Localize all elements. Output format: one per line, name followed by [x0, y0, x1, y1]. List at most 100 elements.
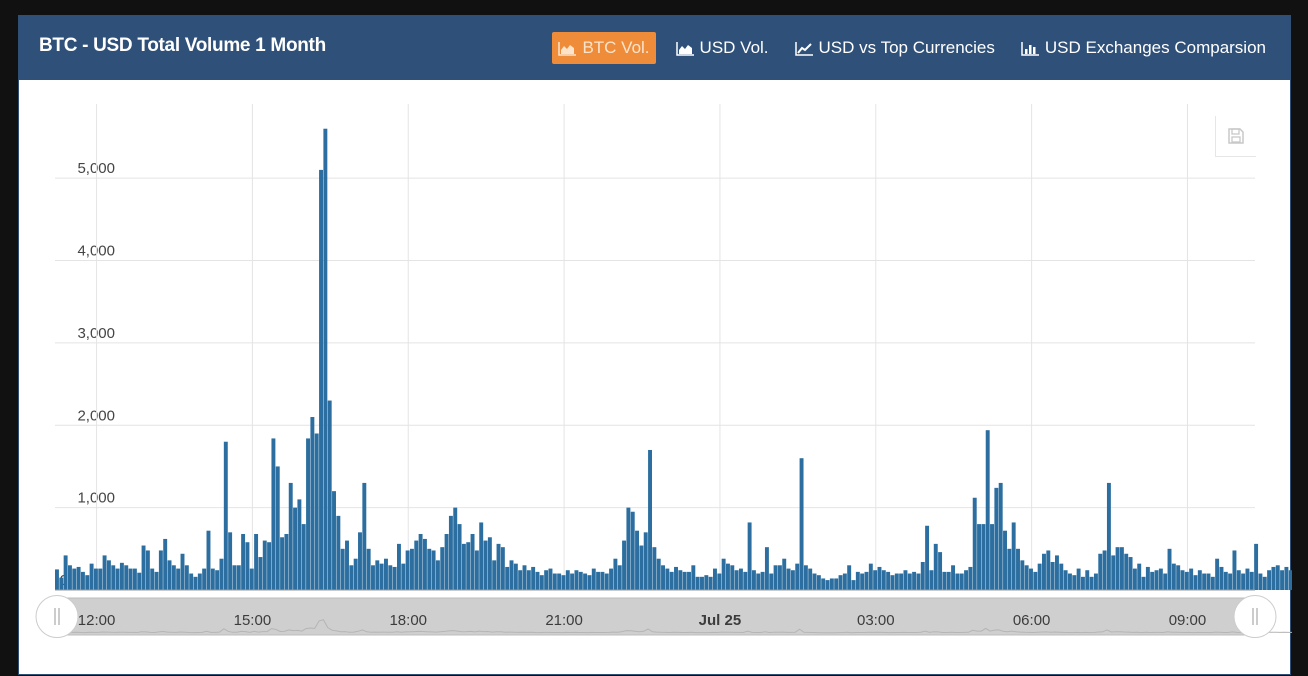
- volume-bar: [345, 541, 349, 590]
- volume-bar: [605, 574, 609, 590]
- volume-bar: [1051, 562, 1055, 590]
- volume-bar: [986, 430, 990, 590]
- volume-bar: [211, 569, 215, 590]
- volume-bar: [1116, 547, 1120, 590]
- volume-bar: [968, 567, 972, 590]
- volume-bar: [570, 574, 574, 590]
- volume-bar: [960, 574, 964, 590]
- volume-bar: [129, 569, 133, 590]
- volume-bar: [176, 569, 180, 590]
- volume-bar: [427, 549, 431, 590]
- volume-bar: [973, 498, 977, 590]
- volume-bar: [761, 572, 765, 590]
- volume-bar: [1042, 554, 1046, 590]
- volume-bar: [895, 574, 899, 590]
- chart-area: 01,0002,0003,0004,0005,00012:0015:0018:0…: [19, 80, 1292, 676]
- volume-bar: [354, 559, 358, 590]
- volume-bar: [276, 466, 280, 590]
- volume-bar: [947, 572, 951, 590]
- volume-bar: [1124, 554, 1128, 590]
- volume-bar: [1198, 570, 1202, 590]
- volume-bar: [1090, 577, 1094, 590]
- volume-bar: [488, 537, 492, 590]
- volume-bar: [1133, 569, 1137, 590]
- volume-bar: [497, 544, 501, 590]
- volume-bar: [271, 438, 275, 590]
- volume-bar: [1033, 572, 1037, 590]
- volume-bar: [393, 567, 397, 590]
- volume-bar: [778, 565, 782, 590]
- volume-bar: [289, 483, 293, 590]
- volume-bar: [929, 570, 933, 590]
- volume-bar: [804, 565, 808, 590]
- x-tick-label: 06:00: [1013, 612, 1051, 629]
- volume-bar: [1237, 570, 1241, 590]
- volume-bar: [1245, 569, 1249, 590]
- panel-header: BTC - USD Total Volume 1 Month BTC Vol. …: [19, 16, 1290, 80]
- volume-bar: [181, 554, 185, 590]
- volume-bar: [406, 550, 410, 590]
- volume-bar: [934, 544, 938, 590]
- volume-bar: [1038, 564, 1042, 590]
- volume-bar: [899, 574, 903, 590]
- volume-bar: [90, 564, 94, 590]
- volume-bar: [990, 524, 994, 590]
- volume-bar: [704, 575, 708, 590]
- tab-usd-vs-top-currencies[interactable]: USD vs Top Currencies: [789, 32, 1001, 64]
- volume-bar: [81, 572, 85, 590]
- volume-bar: [414, 541, 418, 590]
- volume-bar: [1232, 550, 1236, 590]
- volume-bar: [1055, 555, 1059, 590]
- chart-title: BTC - USD Total Volume 1 Month: [39, 35, 326, 57]
- volume-bar: [237, 565, 241, 590]
- tab-btc-vol[interactable]: BTC Vol.: [552, 32, 655, 64]
- volume-bar: [1284, 567, 1288, 590]
- volume-bar: [1172, 564, 1176, 590]
- volume-bar: [198, 574, 202, 590]
- volume-bar: [419, 534, 423, 590]
- volume-bar: [202, 569, 206, 590]
- volume-bar: [830, 578, 834, 590]
- volume-bar: [817, 575, 821, 590]
- volume-bar: [531, 567, 535, 590]
- volume-bar: [596, 572, 600, 590]
- volume-bar: [674, 567, 678, 590]
- line-chart-icon: [795, 41, 814, 56]
- volume-bar: [1150, 572, 1154, 590]
- tab-usd-vol[interactable]: USD Vol.: [670, 32, 775, 64]
- tab-usd-exchanges-comparsion[interactable]: USD Exchanges Comparsion: [1015, 32, 1272, 64]
- volume-bar: [232, 565, 236, 590]
- volume-bar: [1007, 549, 1011, 590]
- volume-bar: [124, 565, 128, 590]
- volume-bar: [510, 560, 514, 590]
- volume-bar: [566, 570, 570, 590]
- volume-bar: [163, 539, 167, 590]
- volume-bar: [1215, 559, 1219, 590]
- volume-bar: [1103, 550, 1107, 590]
- navigator-right-handle[interactable]: [1234, 596, 1276, 638]
- chart-panel: BTC - USD Total Volume 1 Month BTC Vol. …: [18, 15, 1291, 675]
- volume-bar: [1077, 569, 1081, 590]
- volume-bar: [1163, 574, 1167, 590]
- volume-bar: [1207, 574, 1211, 590]
- navigator-left-handle[interactable]: [36, 596, 78, 638]
- volume-bar: [306, 438, 310, 590]
- volume-bar: [185, 565, 189, 590]
- volume-bar: [925, 526, 929, 590]
- volume-bar: [397, 544, 401, 590]
- volume-bar: [505, 567, 509, 590]
- volume-bar: [1003, 531, 1007, 590]
- volume-bar: [1159, 569, 1163, 590]
- tab-label: BTC Vol.: [582, 38, 649, 58]
- x-tick-label: 12:00: [78, 612, 116, 629]
- volume-bar: [254, 534, 258, 590]
- volume-bar: [120, 563, 124, 590]
- volume-bar: [1276, 565, 1280, 590]
- volume-bar: [349, 565, 353, 590]
- volume-bar: [540, 575, 544, 590]
- volume-bar: [1085, 570, 1089, 590]
- volume-bar: [375, 560, 379, 590]
- export-save-button[interactable]: [1215, 116, 1256, 157]
- volume-bar: [1280, 570, 1284, 590]
- volume-bar: [315, 433, 319, 590]
